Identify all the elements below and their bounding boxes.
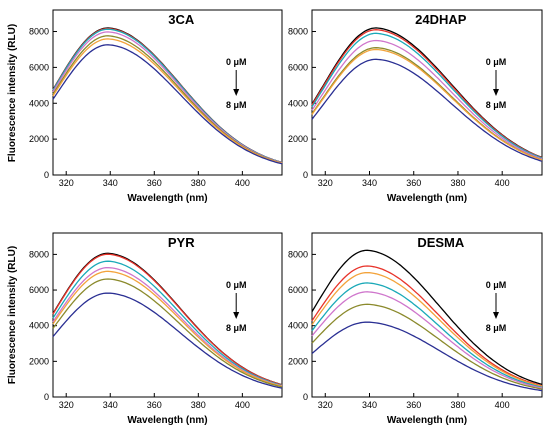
series-line-6 — [52, 278, 283, 388]
series-line-5 — [52, 270, 283, 387]
y-tick-label: 8000 — [29, 27, 49, 37]
series-line-1 — [311, 249, 543, 386]
y-tick-label: 4000 — [288, 321, 308, 331]
annotation-start: 0 μM — [486, 280, 507, 290]
y-tick-label: 6000 — [288, 285, 308, 295]
x-axis-label: Wavelength (nm) — [387, 193, 467, 204]
panel-2: 320 340 360 380 4000200040006000800024DHAP0 … — [288, 9, 543, 204]
x-axis-label: Wavelength (nm) — [127, 415, 207, 426]
x-tick-label: 360 — [406, 400, 421, 410]
plot-frame — [311, 232, 543, 398]
x-axis-label: Wavelength (nm) — [387, 415, 467, 426]
annotation-start: 0 μM — [226, 57, 247, 67]
plot-frame — [52, 232, 283, 398]
annotation-end: 8 μM — [486, 323, 507, 333]
series-line-2 — [311, 265, 543, 387]
series-line-1 — [311, 27, 543, 159]
x-tick-label: 320 — [318, 178, 333, 188]
series-line-3 — [311, 32, 543, 159]
annotation-start: 0 μM — [486, 57, 507, 67]
series-line-2 — [311, 29, 543, 159]
series-line-7 — [311, 321, 543, 392]
y-tick-label: 6000 — [288, 62, 308, 72]
panel-title: PYR — [168, 235, 195, 250]
y-tick-label: 0 — [44, 170, 49, 180]
panel-title: DESMA — [417, 235, 465, 250]
annotation-start: 0 μM — [226, 280, 247, 290]
series-line-6 — [311, 48, 543, 161]
x-tick-label: 320 — [318, 400, 333, 410]
series-line-6 — [52, 38, 283, 164]
y-tick-label: 6000 — [29, 285, 49, 295]
y-tick-label: 4000 — [29, 321, 49, 331]
series-line-5 — [311, 47, 543, 161]
y-tick-label: 8000 — [288, 27, 308, 37]
annotation-arrowhead — [233, 89, 240, 96]
series-line-4 — [311, 282, 543, 388]
series-line-4 — [52, 31, 283, 164]
series-line-7 — [311, 58, 543, 162]
y-tick-label: 2000 — [288, 134, 308, 144]
series-line-4 — [52, 266, 283, 387]
y-tick-label: 2000 — [29, 134, 49, 144]
x-tick-label: 380 — [191, 178, 206, 188]
series-line-3 — [311, 271, 543, 387]
y-tick-label: 8000 — [288, 249, 308, 259]
y-tick-label: 2000 — [288, 356, 308, 366]
y-tick-label: 0 — [303, 170, 308, 180]
x-tick-label: 400 — [495, 400, 510, 410]
x-tick-label: 400 — [235, 400, 250, 410]
series-line-2 — [52, 253, 283, 386]
annotation-arrowhead — [493, 312, 499, 319]
y-tick-label: 4000 — [288, 98, 308, 108]
x-tick-label: 340 — [362, 178, 377, 188]
panel-title: 24DHAP — [415, 12, 467, 27]
x-axis-label: Wavelength (nm) — [127, 193, 207, 204]
series-line-3 — [52, 260, 283, 387]
x-tick-label: 380 — [450, 178, 465, 188]
annotation-arrowhead — [493, 89, 499, 96]
x-tick-label: 380 — [191, 400, 206, 410]
annotation-arrowhead — [233, 312, 240, 319]
y-tick-label: 4000 — [29, 98, 49, 108]
panel-title: 3CA — [168, 12, 195, 27]
series-line-4 — [311, 39, 543, 160]
series-line-6 — [311, 303, 543, 390]
y-tick-label: 2000 — [29, 356, 49, 366]
y-axis-label-top: Fluorescence intensity (RLU) — [7, 24, 18, 162]
series-line-5 — [311, 291, 543, 389]
y-tick-label: 0 — [44, 392, 49, 402]
x-tick-label: 360 — [147, 178, 162, 188]
plot-frame — [311, 9, 543, 176]
x-tick-label: 400 — [495, 178, 510, 188]
y-axis-label-bottom: Fluorescence intensity (RLU) — [7, 246, 18, 384]
annotation-end: 8 μM — [226, 100, 247, 110]
y-tick-label: 6000 — [29, 62, 49, 72]
x-tick-label: 320 — [59, 400, 74, 410]
x-tick-label: 340 — [103, 400, 118, 410]
series-line-7 — [52, 44, 283, 165]
x-tick-label: 360 — [147, 400, 162, 410]
x-tick-label: 340 — [103, 178, 118, 188]
plot-frame — [52, 9, 283, 176]
x-tick-label: 320 — [59, 178, 74, 188]
x-tick-label: 400 — [235, 178, 250, 188]
x-tick-label: 380 — [450, 400, 465, 410]
series-line-7 — [52, 292, 283, 389]
annotation-end: 8 μM — [486, 100, 507, 110]
x-tick-label: 360 — [406, 178, 421, 188]
annotation-end: 8 μM — [226, 323, 247, 333]
y-tick-label: 0 — [303, 392, 308, 402]
x-tick-label: 340 — [362, 400, 377, 410]
series-line-1 — [52, 252, 283, 386]
y-tick-label: 8000 — [29, 249, 49, 259]
